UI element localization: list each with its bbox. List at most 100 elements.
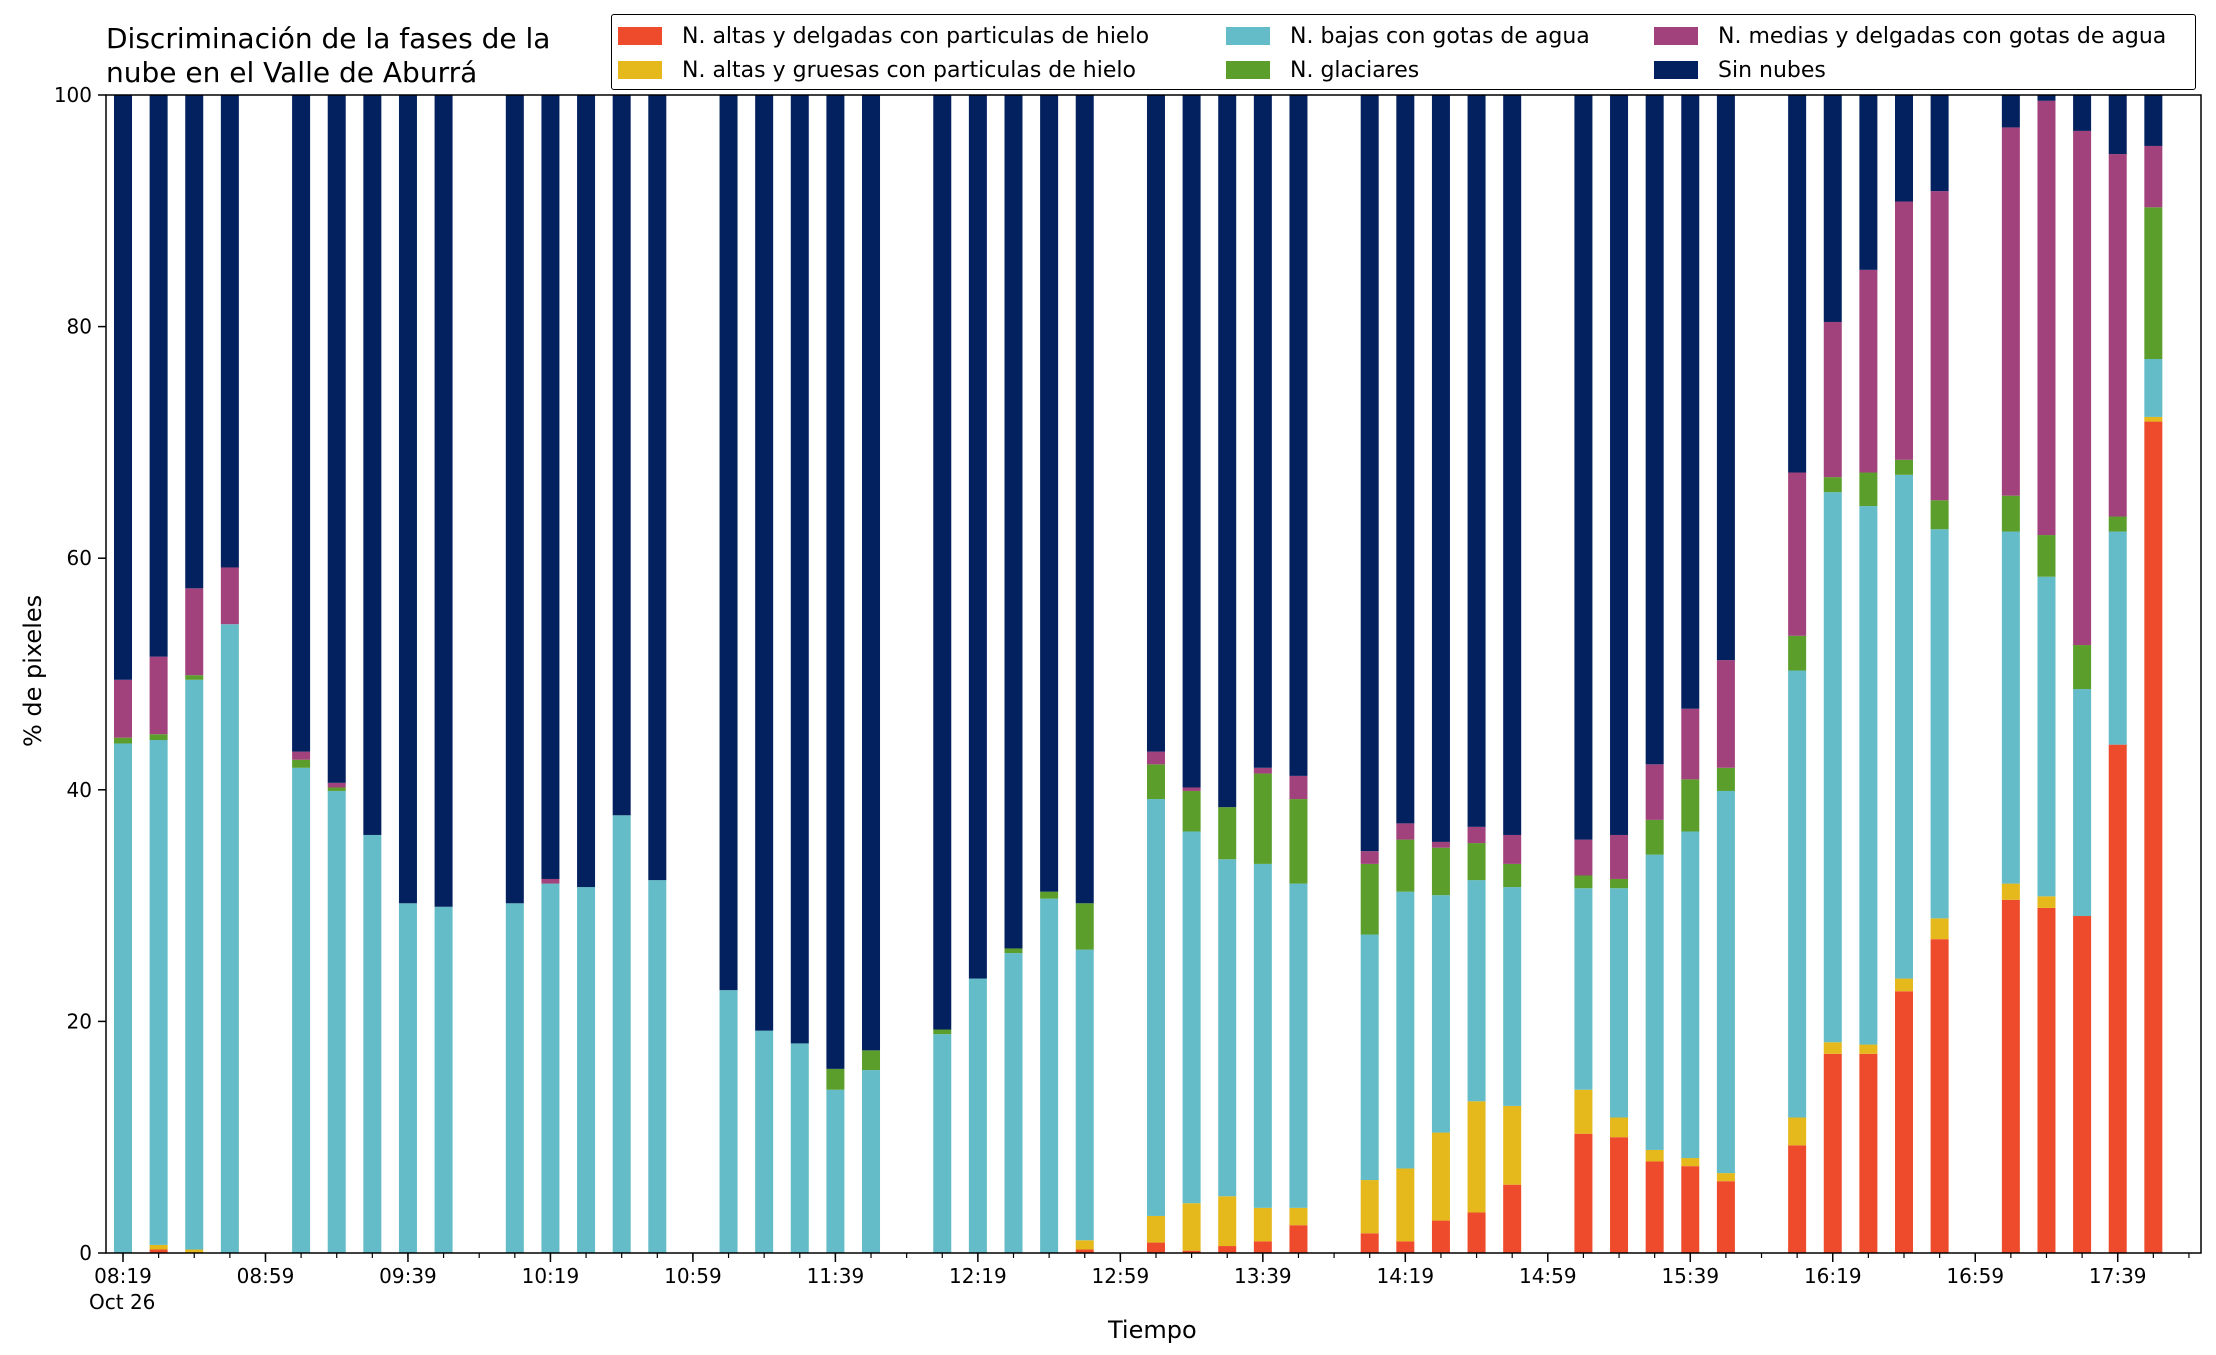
bar-segment [1788, 472, 1807, 636]
bar-segment [505, 95, 524, 904]
bar-segment [1146, 751, 1165, 765]
bar-segment [2037, 896, 2056, 908]
bar-segment [1218, 1196, 1237, 1247]
bar-segment [1182, 1203, 1201, 1251]
bar-segment [149, 656, 168, 735]
bar-segment [1467, 95, 1486, 827]
legend-entry: N. bajas con gotas de agua [1226, 23, 1590, 49]
bar-segment [2144, 207, 2163, 360]
bar-segment [1716, 767, 1735, 791]
bar-segment [185, 679, 204, 1250]
bar-segment [1895, 991, 1913, 1253]
bar-segment [1574, 95, 1593, 840]
bar-segment [1716, 790, 1735, 1174]
bar-segment [1218, 1246, 1237, 1253]
bar-segment [1360, 934, 1379, 1181]
bar-segment [1788, 635, 1807, 671]
bar-segment [1396, 823, 1415, 840]
bar-segment [1467, 826, 1486, 844]
bar-segment [363, 95, 382, 835]
bar-segment [541, 95, 560, 879]
bar-segment [1289, 1225, 1308, 1253]
bar-segment [862, 1070, 881, 1253]
bar-segment [612, 95, 631, 816]
bar-segment [1182, 95, 1201, 788]
bar-segment [1645, 819, 1664, 855]
bar-segment [1895, 201, 1913, 460]
bar-segment [1040, 898, 1059, 1253]
bar-segment [1289, 1207, 1308, 1226]
x-axis-label: Tiempo [1108, 1316, 1197, 1344]
bar-segment [1788, 95, 1807, 473]
bar-segment [505, 903, 524, 1253]
bar-segment [2108, 95, 2127, 155]
bar-segment [1431, 95, 1450, 842]
bar-segment [541, 883, 560, 1253]
bar-segment [1645, 764, 1664, 820]
x-tick-label: 17:39 [2089, 1264, 2147, 1288]
legend-swatch [1226, 27, 1270, 45]
bar-segment [1503, 1105, 1522, 1185]
bar-segment [968, 95, 987, 979]
x-tick-label: 12:19 [949, 1264, 1007, 1288]
bar-segment [968, 978, 987, 1253]
bar-segment [1823, 492, 1842, 1043]
bar-segment [541, 878, 560, 884]
bar-segment [1859, 1044, 1878, 1054]
bar-segment [1396, 95, 1415, 824]
bar-segment [2037, 535, 2056, 577]
bar-segment [1253, 863, 1272, 1208]
bar-segment [1610, 95, 1629, 835]
bar-segment [1040, 95, 1059, 892]
bar-segment [2108, 154, 2127, 517]
bar-segment [1503, 834, 1522, 864]
bar-segment [1823, 1042, 1842, 1054]
bar-segment [826, 95, 845, 1069]
bar-segment [1716, 660, 1735, 768]
bar-segment [1823, 95, 1842, 322]
bar-segment [2073, 95, 2092, 131]
x-tick-label: 09:39 [379, 1264, 437, 1288]
bar-segment [327, 790, 346, 1253]
bar-segment [1930, 191, 1949, 501]
bar-segment [1253, 767, 1272, 774]
bar-segment [149, 95, 168, 657]
y-axis-label: % de pixeles [19, 594, 47, 747]
bar-segment [2001, 531, 2020, 884]
bar-segment [1218, 95, 1237, 808]
bar-segment [1396, 839, 1415, 892]
bar-segment [2037, 576, 2056, 897]
bar-segment [1895, 978, 1913, 992]
bar-segment [1431, 1132, 1450, 1221]
bar-segment [1859, 95, 1878, 270]
legend-entry: Sin nubes [1654, 57, 1826, 83]
bar-segment [612, 815, 631, 1253]
bar-segment [1004, 953, 1023, 1253]
bar-segment [1075, 95, 1094, 904]
bar-segment [185, 95, 204, 589]
y-tick-label: 80 [67, 315, 92, 339]
bar-segment [292, 767, 311, 1253]
legend-entry: N. medias y delgadas con gotas de agua [1654, 23, 2166, 49]
bar-segment [1930, 918, 1949, 940]
legend-label: N. altas y gruesas con particulas de hie… [682, 57, 1136, 83]
bar-segment [185, 675, 204, 680]
bar-segment [719, 990, 738, 1253]
bar-segment [1503, 887, 1522, 1106]
bar-segment [1681, 831, 1700, 1159]
bar-segment [114, 679, 132, 738]
bar-segment [1467, 1101, 1486, 1213]
bar-segment [1182, 831, 1201, 1204]
bar-segment [1289, 799, 1308, 884]
bar-segment [1823, 1053, 1842, 1253]
bar-segment [1004, 95, 1023, 949]
bar-segment [1895, 474, 1913, 979]
bar-segment [862, 95, 881, 1051]
bar-segment [1930, 500, 1949, 530]
bar-segment [1431, 841, 1450, 848]
bar-segment [1396, 1241, 1415, 1253]
bar-segment [1574, 1089, 1593, 1134]
legend-swatch [618, 61, 662, 79]
bar-segment [1823, 321, 1842, 478]
bar-segment [1610, 1137, 1629, 1253]
